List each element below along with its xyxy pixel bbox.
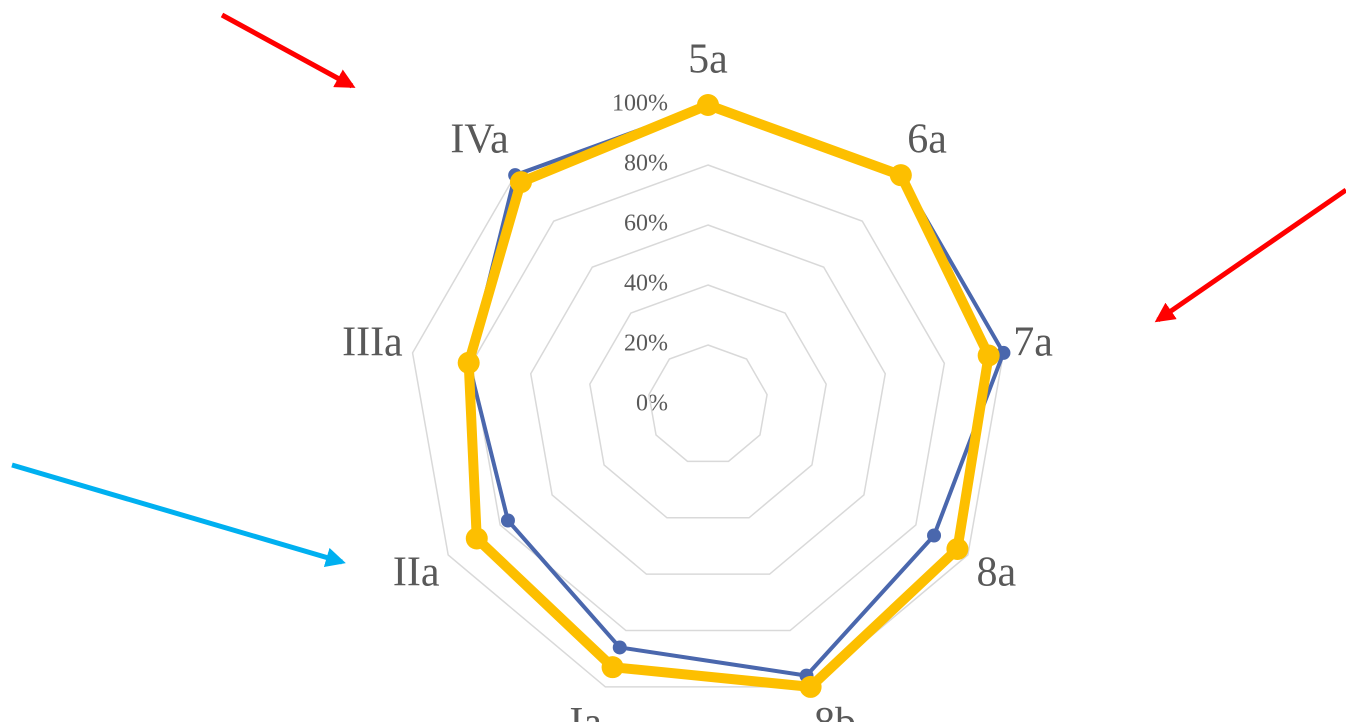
category-label: IVa xyxy=(450,117,509,163)
data-point xyxy=(977,344,1000,367)
data-point xyxy=(889,164,912,187)
annotation-arrow xyxy=(1154,187,1346,323)
series-line xyxy=(463,100,994,692)
data-point xyxy=(612,640,627,655)
category-label: IIIa xyxy=(342,319,403,365)
data-point xyxy=(697,94,719,116)
annotation-arrow xyxy=(11,462,346,568)
plot-area: 0%20%40%60%80%100%5a6a7a8a8bIaIIaIIIaIVa xyxy=(342,37,1053,722)
r-tick-label: 80% xyxy=(624,151,668,177)
r-tick-label: 20% xyxy=(624,331,668,357)
grid-ring xyxy=(589,284,827,519)
grid-ring xyxy=(529,224,887,575)
data-point xyxy=(500,513,515,528)
annotation-arrow xyxy=(220,12,356,89)
category-label: Ia xyxy=(569,700,602,722)
data-point xyxy=(601,656,624,679)
data-point xyxy=(927,528,942,543)
data-point xyxy=(996,345,1011,360)
grid-ring xyxy=(411,104,1005,688)
category-label: 5a xyxy=(688,37,728,83)
series-line xyxy=(466,103,1006,678)
category-label: 7a xyxy=(1013,319,1053,365)
r-tick-label: 60% xyxy=(624,211,668,237)
grid-ring xyxy=(470,164,946,632)
data-point xyxy=(509,171,532,194)
data-point xyxy=(946,538,969,560)
category-label: 8b xyxy=(814,700,856,722)
category-label: IIa xyxy=(393,550,440,596)
grid-ring xyxy=(648,344,768,463)
data-point xyxy=(465,527,488,550)
data-point xyxy=(457,351,480,374)
r-tick-label: 100% xyxy=(612,91,668,117)
category-label: 8a xyxy=(976,550,1016,596)
category-label: 6a xyxy=(907,117,947,163)
data-point xyxy=(799,675,822,698)
r-tick-label: 40% xyxy=(624,271,668,297)
